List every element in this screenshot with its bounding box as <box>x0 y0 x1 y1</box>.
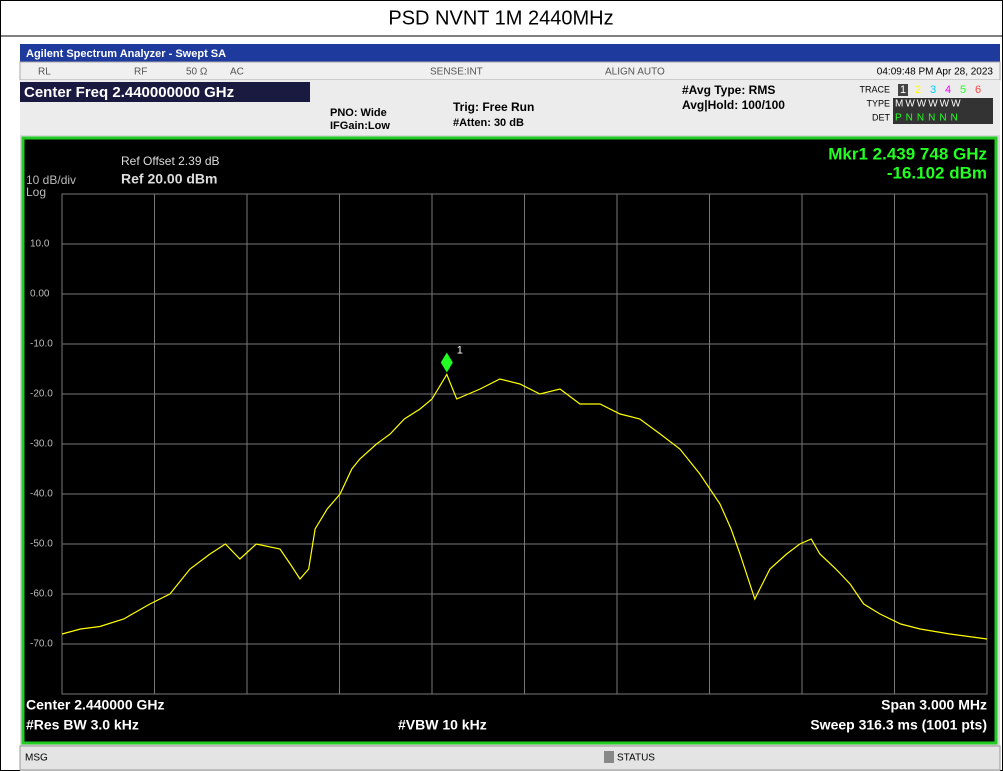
trace <box>61 373 988 640</box>
status-row <box>19 61 1001 81</box>
plot-frame <box>21 136 998 745</box>
trace-number: 5 <box>960 84 966 96</box>
status-rf: RF <box>134 67 147 78</box>
marker <box>440 352 453 373</box>
scale: 10 dB/div <box>26 173 76 187</box>
window-title: Agilent Spectrum Analyzer - Swept SA <box>26 48 226 60</box>
scale-type: Log <box>26 185 46 199</box>
page-title: PSD NVNT 1M 2440MHz <box>388 7 613 29</box>
avg-type: #Avg Type: RMS <box>682 83 775 97</box>
y-tick-label: -40.0 <box>30 489 53 500</box>
type-value: MWWWWW <box>895 99 963 110</box>
trace-number: 4 <box>945 84 951 96</box>
y-tick-label: -20.0 <box>30 389 53 400</box>
rbw: #Res BW 3.0 kHz <box>26 717 139 733</box>
ref-offset: Ref Offset 2.39 dB <box>121 154 220 168</box>
status-rl: RL <box>38 67 51 78</box>
status-icon <box>604 751 614 763</box>
trace-number: 1 <box>900 84 906 96</box>
y-tick-label: -70.0 <box>30 639 53 650</box>
message-bar <box>19 745 1001 771</box>
y-tick-label: -50.0 <box>30 539 53 550</box>
center-freq-box <box>20 82 310 102</box>
y-tick-label: -30.0 <box>30 439 53 450</box>
center: Center 2.440000 GHz <box>26 697 165 713</box>
vbw: #VBW 10 kHz <box>398 717 487 733</box>
trace-number: 2 <box>915 84 921 96</box>
det-label: DET <box>872 112 891 122</box>
marker-level: -16.102 dBm <box>887 163 987 182</box>
atten: #Atten: 30 dB <box>453 117 524 129</box>
trace-number: 3 <box>930 84 936 96</box>
pno: PNO: Wide <box>330 107 387 119</box>
marker-freq: Mkr1 2.439 748 GHz <box>828 144 987 163</box>
ifgain: IFGain:Low <box>330 120 390 132</box>
avg-hold: Avg|Hold: 100/100 <box>682 98 785 112</box>
trace-type-box <box>893 98 993 124</box>
ref-level: Ref 20.00 dBm <box>121 171 217 187</box>
det-value: PNNNNN <box>895 113 962 124</box>
marker-label: 1 <box>457 344 463 356</box>
trace-number: 6 <box>975 84 981 96</box>
trace-highlight <box>898 84 908 96</box>
status-sense: SENSE:INT <box>430 67 483 78</box>
window-title-bar <box>20 44 1000 62</box>
y-tick-label: 0.00 <box>30 289 50 300</box>
y-tick-label: 10.0 <box>30 239 50 250</box>
msg: MSG <box>25 753 48 764</box>
y-tick-label: -60.0 <box>30 589 53 600</box>
trig: Trig: Free Run <box>453 100 534 114</box>
status-coupling: AC <box>230 67 244 78</box>
span: Span 3.000 MHz <box>881 697 987 713</box>
status-label: STATUS <box>617 753 655 764</box>
trace-label: TRACE <box>859 84 890 94</box>
sweep: Sweep 316.3 ms (1001 pts) <box>810 717 987 733</box>
status-impedance: 50 Ω <box>186 67 208 78</box>
center-freq: Center Freq 2.440000000 GHz <box>24 84 234 101</box>
status-time: 04:09:48 PM Apr 28, 2023 <box>877 67 994 78</box>
status-align: ALIGN AUTO <box>605 67 665 78</box>
y-tick-label: -10.0 <box>30 339 53 350</box>
type-label: TYPE <box>866 98 890 108</box>
